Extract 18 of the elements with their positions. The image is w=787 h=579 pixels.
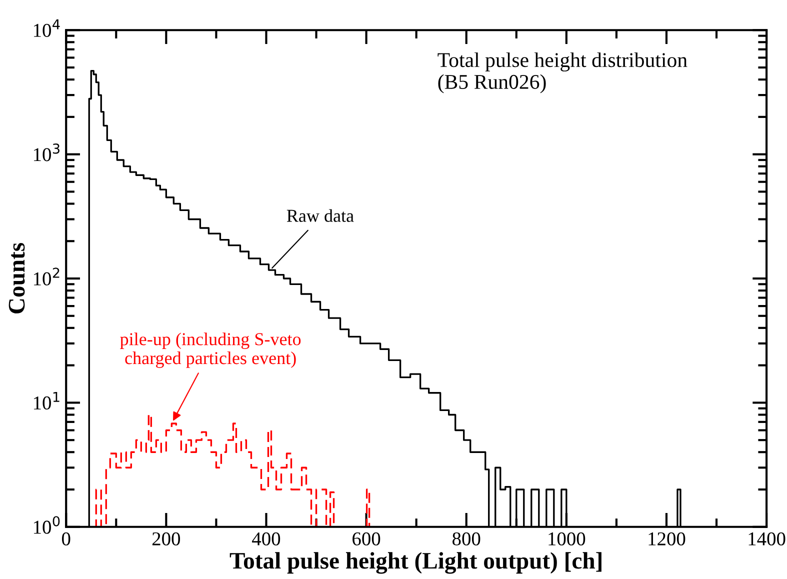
annotation: Raw data [286, 209, 354, 222]
x-tick-label: 800 [452, 532, 480, 546]
x-tick-label: 600 [352, 532, 380, 546]
annotation: pile-up (including S-veto charged particles event) [120, 332, 301, 368]
x-tick-label: 1400 [748, 532, 786, 546]
x-tick-label: 1200 [648, 532, 686, 546]
text: Total pulse height distribution (B5 Run026) [438, 52, 688, 94]
y-tick-label: 10$^{3}$ [34, 143, 60, 162]
y-tick-label: 10$^{4}$ [34, 19, 60, 37]
x-axis-title: Total pulse height (Light output) [ch] [230, 552, 602, 574]
y-axis-title: Counts [8, 242, 25, 314]
x-tick-label: 1000 [548, 532, 586, 546]
y-tick-label: 10$^{2}$ [34, 268, 60, 286]
y-tick-label: 10$^{1}$ [34, 392, 60, 410]
x-tick-label: 400 [252, 532, 280, 546]
y-tick-label: 10$^{0}$ [34, 516, 60, 534]
x-tick-label: 200 [152, 532, 180, 546]
x-tick-label: 0 [62, 532, 70, 546]
